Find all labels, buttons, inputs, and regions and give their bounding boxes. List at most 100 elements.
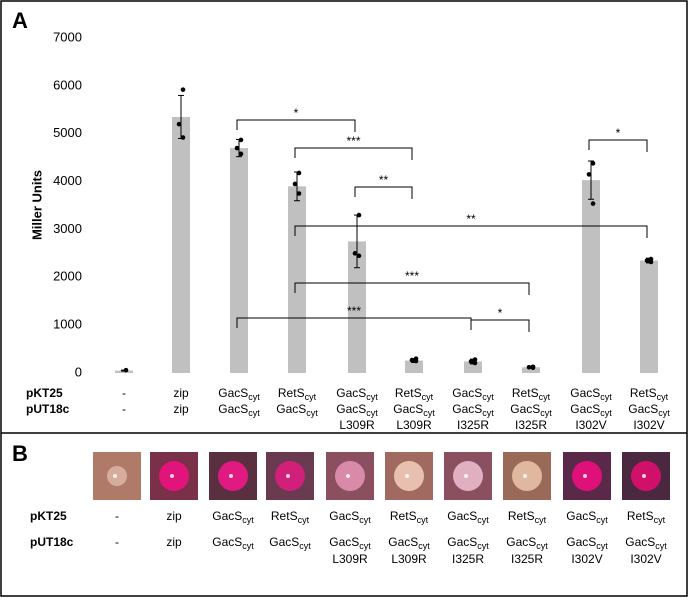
label-subscript: cyt xyxy=(657,392,669,402)
label-name: GacS xyxy=(212,535,242,549)
label-subscript: cyt xyxy=(418,541,430,551)
colony-highlight xyxy=(113,474,117,478)
label-subscript: cyt xyxy=(248,392,260,402)
row-name: pUT18c xyxy=(26,402,70,416)
data-point xyxy=(176,121,182,127)
label-name: GacS xyxy=(566,509,596,523)
data-point xyxy=(648,259,654,265)
label-name: GacS xyxy=(212,509,242,523)
label-name: GacS xyxy=(388,535,418,549)
row-label: zip xyxy=(173,402,189,416)
mutation-label: I302V xyxy=(630,552,661,566)
colony-highlight xyxy=(170,474,174,478)
label-subscript: cyt xyxy=(417,515,429,525)
mutation-label: I325R xyxy=(511,552,543,566)
row-label: RetScyt xyxy=(512,386,551,402)
row-label: - xyxy=(115,535,119,549)
label-name: zip xyxy=(173,386,189,400)
row-label: RetScyt xyxy=(627,509,666,525)
bar xyxy=(172,116,190,373)
mutation-label: I302V xyxy=(571,552,602,566)
row-label: RetScyt xyxy=(271,509,310,525)
label-name: RetS xyxy=(271,509,298,523)
significance-bracket xyxy=(294,147,413,160)
row-label: GacScyt xyxy=(447,535,489,551)
mutation-label: L309R xyxy=(339,418,375,432)
colony-highlight xyxy=(346,474,350,478)
row-label: - xyxy=(122,386,126,400)
mutation-label: L309R xyxy=(391,552,427,566)
row-label: GacScyt xyxy=(566,509,608,525)
label-subscript: cyt xyxy=(482,408,494,418)
label-subscript: cyt xyxy=(242,515,254,525)
label-subscript: cyt xyxy=(366,392,378,402)
label-name: GacS xyxy=(336,402,366,416)
label-name: - xyxy=(122,402,126,416)
row-label: GacScyt xyxy=(452,386,494,402)
label-name: GacS xyxy=(269,535,299,549)
bar xyxy=(405,360,423,373)
label-subscript: cyt xyxy=(600,408,612,418)
label-name: zip xyxy=(166,509,182,523)
data-point xyxy=(352,251,358,256)
row-label: GacScyt xyxy=(388,535,430,551)
data-point xyxy=(180,135,186,140)
significance-bracket xyxy=(588,139,648,152)
significance-bracket xyxy=(236,119,356,132)
panel-letter: A xyxy=(12,8,28,33)
label-name: - xyxy=(115,509,119,523)
label-name: GacS xyxy=(570,386,600,400)
bar xyxy=(288,186,306,373)
significance-bracket xyxy=(294,282,530,295)
y-tick-label: 3000 xyxy=(53,221,82,236)
significance-bracket xyxy=(294,225,648,238)
label-subscript: cyt xyxy=(540,408,552,418)
label-name: - xyxy=(122,386,126,400)
panel-letter: B xyxy=(12,441,28,466)
mutation-label: I325R xyxy=(515,418,547,432)
colony-highlight xyxy=(642,474,646,478)
colony-highlight xyxy=(286,474,290,478)
label-name: zip xyxy=(173,402,189,416)
row-label: GacScyt xyxy=(212,509,254,525)
bar xyxy=(115,370,133,373)
significance-label: *** xyxy=(347,304,361,318)
y-tick-label: 7000 xyxy=(53,29,82,44)
row-label: zip xyxy=(173,386,189,400)
y-tick-label: 5000 xyxy=(53,125,82,140)
row-label: GacScyt xyxy=(628,402,670,418)
row-label: GacScyt xyxy=(276,402,318,418)
label-subscript: cyt xyxy=(536,541,548,551)
label-name: GacS xyxy=(218,402,248,416)
significance-label: ** xyxy=(466,212,476,226)
label-subscript: cyt xyxy=(306,408,318,418)
mutation-label: I302V xyxy=(633,418,664,432)
label-name: RetS xyxy=(627,509,654,523)
label-subscript: cyt xyxy=(596,515,608,525)
colony-highlight xyxy=(464,474,468,478)
row-label: GacScyt xyxy=(336,402,378,418)
significance-label: *** xyxy=(405,269,419,283)
row-label: GacScyt xyxy=(218,386,260,402)
data-point xyxy=(180,87,186,92)
label-name: GacS xyxy=(452,386,482,400)
significance-label: * xyxy=(616,126,621,140)
row-name: pUT18c xyxy=(30,535,74,549)
label-subscript: cyt xyxy=(366,408,378,418)
label-subscript: cyt xyxy=(535,515,547,525)
data-point xyxy=(238,137,244,143)
label-name: GacS xyxy=(329,535,359,549)
label-subscript: cyt xyxy=(248,408,260,418)
data-point xyxy=(296,170,302,176)
label-subscript: cyt xyxy=(655,541,667,551)
label-subscript: cyt xyxy=(600,392,612,402)
label-name: RetS xyxy=(508,509,535,523)
row-label: GacScyt xyxy=(329,509,371,525)
label-name: RetS xyxy=(278,386,305,400)
data-point xyxy=(356,253,362,259)
label-subscript: cyt xyxy=(359,515,371,525)
label-name: RetS xyxy=(630,386,657,400)
row-label: zip xyxy=(166,535,182,549)
row-label: RetScyt xyxy=(390,509,429,525)
